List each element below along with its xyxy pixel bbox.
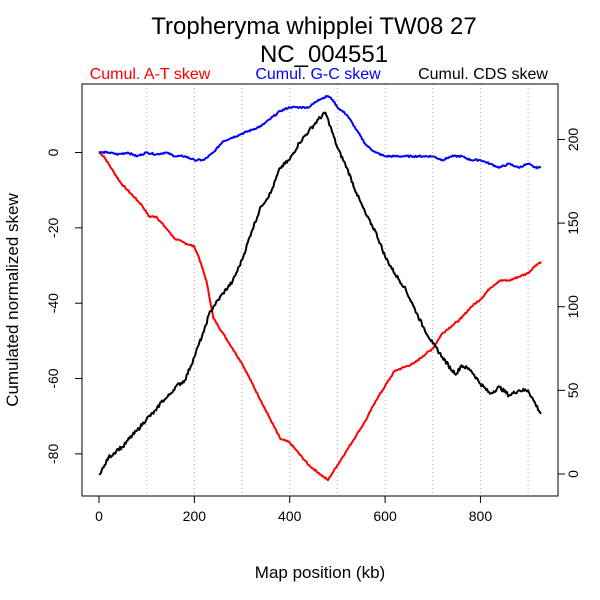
- x-tick-label: 0: [95, 508, 103, 524]
- y-right-tick-label: 100: [565, 295, 581, 319]
- series-cds-skew: [98, 111, 542, 476]
- x-tick-label: 800: [469, 508, 493, 524]
- legend-gc-skew: Cumul. G-C skew: [255, 66, 381, 83]
- plot-frame: [81, 83, 559, 497]
- y-left-tick-label: -80: [45, 444, 61, 464]
- series-lines: [98, 95, 542, 482]
- y-right-tick-label: 0: [565, 470, 581, 478]
- y-left-tick-label: 0: [45, 148, 61, 156]
- y-left-tick-label: -60: [45, 368, 61, 388]
- y-axis-left: 0 -20 -40 -60 -80: [45, 148, 82, 464]
- x-tick-label: 600: [373, 508, 397, 524]
- y-axis-title: Cumulated normalized skew: [3, 193, 22, 407]
- legend-at-skew: Cumul. A-T skew: [90, 66, 211, 83]
- legend-cds-skew: Cumul. CDS skew: [418, 66, 548, 83]
- chart-title: Tropheryma whipplei TW08 27: [151, 13, 476, 40]
- y-right-tick-label: 50: [565, 382, 581, 398]
- y-left-tick-label: -40: [45, 293, 61, 313]
- series-gc-skew: [98, 95, 542, 170]
- chart-subtitle: NC_004551: [260, 41, 388, 68]
- y-left-tick-label: -20: [45, 218, 61, 238]
- y-axis-right: 0 50 100 150 200: [558, 128, 581, 478]
- x-tick-label: 400: [278, 508, 302, 524]
- x-axis: 0 200 400 600 800: [95, 496, 492, 524]
- series-at-skew: [98, 151, 542, 482]
- y-right-tick-label: 150: [565, 211, 581, 235]
- y-right-tick-label: 200: [565, 128, 581, 152]
- x-axis-title: Map position (kb): [255, 563, 385, 582]
- x-tick-label: 200: [183, 508, 207, 524]
